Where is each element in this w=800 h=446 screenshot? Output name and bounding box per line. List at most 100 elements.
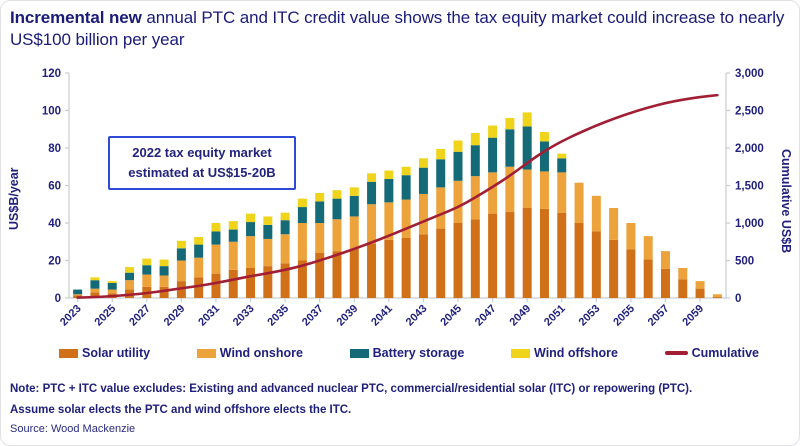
- bar-segment: [125, 272, 135, 281]
- bar-segment: [488, 125, 498, 138]
- bar-segment: [453, 223, 463, 298]
- bar-segment: [194, 277, 204, 298]
- legend-item-solar-utility: Solar utility: [59, 346, 150, 360]
- bar-segment: [349, 187, 359, 196]
- x-axis-tick-label: 2053: [577, 303, 603, 329]
- bar-segment: [384, 170, 394, 179]
- bar-segment: [176, 260, 186, 282]
- title-rest: annual PTC and ITC credit value shows th…: [10, 8, 785, 49]
- bar-segment: [142, 265, 152, 275]
- bar-segment: [228, 241, 238, 270]
- bar-segment: [246, 222, 256, 237]
- right-axis-tick-label: 2,000: [735, 143, 764, 155]
- bar-segment: [297, 260, 307, 298]
- bar-segment: [367, 204, 377, 244]
- bar-segment: [349, 248, 359, 298]
- bar-segment: [436, 187, 446, 229]
- x-axis-tick-label: 2041: [369, 303, 395, 329]
- bar-segment: [228, 229, 238, 242]
- bar-segment: [349, 195, 359, 217]
- bar-segment: [557, 212, 567, 298]
- bar-segment: [194, 257, 204, 278]
- bar-segment: [280, 212, 290, 221]
- bar-segment: [539, 132, 549, 142]
- legend-label: Wind onshore: [219, 346, 303, 360]
- title-emphasis: Incremental new: [10, 8, 142, 27]
- bar-segment: [505, 118, 515, 130]
- bar-segment: [90, 292, 100, 298]
- x-axis-labels: 2023 2025 2027 2029 2031 2033 2035 2037 2039 2041…: [58, 298, 706, 328]
- left-axis-tick-label: 0: [55, 293, 61, 305]
- legend-label: Cumulative: [691, 346, 759, 360]
- legend-label: Solar utility: [82, 346, 151, 360]
- bar-segment: [626, 223, 636, 250]
- bar-segment: [211, 273, 221, 298]
- bar-segment: [660, 251, 670, 269]
- right-axis-tick-label: 2,500: [735, 106, 764, 118]
- left-axis-tick-label: 80: [48, 143, 61, 155]
- bar-segment: [159, 275, 169, 287]
- left-axis-tick-label: 120: [42, 68, 61, 80]
- left-axis-tick-label: 20: [48, 256, 61, 268]
- bar-segment: [297, 223, 307, 261]
- bar-segment: [159, 286, 169, 298]
- bar-segment: [384, 178, 394, 203]
- bar-segment: [609, 239, 619, 298]
- legend-color-swatch: [59, 348, 78, 358]
- bar-segment: [228, 221, 238, 230]
- x-axis-tick-label: 2045: [438, 303, 464, 329]
- bar-segment: [297, 198, 307, 208]
- bar-segment: [418, 193, 428, 235]
- bar-segment: [557, 153, 567, 159]
- bar-segment: [557, 158, 567, 173]
- bar-segment: [384, 239, 394, 298]
- bar-segment: [522, 169, 532, 208]
- legend-item-cumulative: Cumulative: [664, 346, 759, 360]
- bar-segment: [626, 249, 636, 298]
- bar-segment: [159, 259, 169, 267]
- bar-segment: [194, 237, 204, 245]
- bar-segment: [643, 259, 653, 298]
- bar-segment: [315, 201, 325, 223]
- bar-segment: [332, 190, 342, 199]
- bar-segment: [488, 137, 498, 173]
- bar-segment: [142, 258, 152, 266]
- bar-segment: [712, 297, 722, 298]
- right-axis-tick-label: 3,000: [735, 68, 764, 80]
- bar-segment: [453, 180, 463, 223]
- legend-color-swatch: [196, 348, 216, 358]
- footnote-line-2: Assume solar elects the PTC and wind off…: [10, 404, 352, 416]
- bar-segment: [107, 289, 117, 294]
- right-axis-tick-label: 1,000: [735, 218, 764, 230]
- bar-segment: [401, 238, 411, 298]
- bar-segment: [660, 268, 670, 298]
- right-axis-tick-label: 1,500: [735, 181, 764, 193]
- bar-segment: [228, 269, 238, 298]
- bar-segment: [522, 112, 532, 127]
- bar-segment: [418, 158, 428, 168]
- left-axis-title: US$B/year: [7, 167, 21, 231]
- bar-segment: [176, 240, 186, 249]
- bars-group: [73, 112, 722, 298]
- bar-segment: [315, 223, 325, 253]
- bar-segment: [522, 126, 532, 170]
- bar-segment: [211, 231, 221, 245]
- bar-segment: [470, 145, 480, 177]
- x-axis-tick-label: 2037: [300, 303, 326, 329]
- right-axis-title: Cumulative US$B: [779, 148, 793, 254]
- legend-color-swatch: [511, 348, 531, 358]
- bar-segment: [73, 289, 83, 295]
- bar-segment: [678, 268, 688, 280]
- left-axis-tick-label: 60: [48, 181, 61, 193]
- bar-segment: [418, 167, 428, 194]
- bar-segment: [539, 171, 549, 209]
- bar-segment: [211, 223, 221, 232]
- bar-segment: [678, 279, 688, 298]
- x-axis-tick-label: 2025: [93, 303, 119, 329]
- chart-legend: Solar utility Wind onshore Battery storage…: [59, 342, 759, 364]
- x-axis-tick-label: 2023: [58, 303, 84, 329]
- bar-segment: [90, 280, 100, 289]
- left-axis-tick-label: 40: [48, 218, 61, 230]
